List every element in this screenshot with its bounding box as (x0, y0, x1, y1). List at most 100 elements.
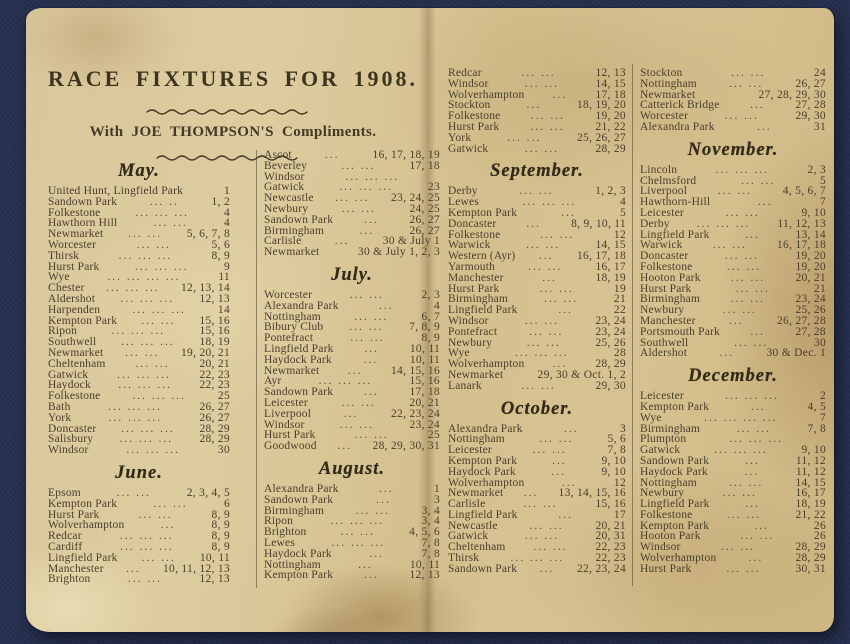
fixture-dates: 8, 9 (211, 508, 230, 521)
fixture-row: Lingfield Park ... ... 10, 11 (48, 552, 230, 564)
leader-dots: ... ... (726, 261, 762, 273)
fixture-row: Ripon ... ... ... 15, 16 (48, 326, 230, 337)
course-name: Doncaster (640, 250, 689, 263)
fixture-dates: 9, 10 (801, 206, 826, 219)
course-name: Hawthorn Hill (48, 217, 118, 230)
course-name: Alexandra Park (448, 422, 523, 435)
fixture-row: Newcastle ... ... 23, 24, 25 (264, 193, 440, 204)
course-name: Lingfield Park (640, 498, 710, 511)
fixture-dates: 13, 14, 15, 16 (558, 487, 626, 500)
month-header: October. (500, 398, 574, 419)
fixture-dates: 18, 19 (795, 498, 826, 511)
fixture-dates: 22, 23 (595, 541, 626, 554)
fixture-dates: 2, 3, 4, 5 (186, 486, 230, 499)
fixture-row: Carlisle ... ... 15, 16 (448, 498, 626, 511)
leader-dots: ... ... (529, 326, 564, 338)
fixture-row: Bibury Club ... ... 7, 8, 9 (264, 322, 440, 333)
fixture-dates: 4 (223, 206, 230, 219)
column-divider (632, 64, 633, 586)
fixture-row: Hurst Park ... ... 30, 31 (640, 563, 826, 575)
course-name: Worcester (264, 288, 313, 301)
leader-dots: ... (539, 563, 555, 575)
fixture-row: Goodwood... 28, 29, 30, 31 (264, 440, 440, 452)
leader-dots: ... (363, 387, 379, 398)
course-name: Alexandra Park (264, 482, 339, 495)
leader-dots: ... ... (138, 509, 173, 521)
fixture-dates: 6 (223, 497, 230, 510)
leader-dots: ... ... (116, 487, 151, 499)
course-name: Alexandra Park (264, 299, 339, 312)
leader-dots: ... (750, 326, 766, 338)
course-name: Hurst Park (48, 508, 100, 521)
course-name: Bibury Club (264, 321, 324, 334)
fixture-dates: 12, 13 (409, 569, 440, 582)
course-name: Hurst Park (448, 120, 500, 133)
fixture-row: Lincoln ... ... ... 2, 3 (640, 164, 826, 176)
fixture-dates: 18, 19 (595, 271, 626, 284)
fixture-dates: 26 (813, 530, 826, 543)
course-name: Newmarket (448, 368, 504, 381)
leader-dots: ... ... (340, 527, 375, 538)
fixture-row: Leicester ... ... 9, 10 (640, 206, 826, 219)
course-name: Lingfield Park (448, 304, 518, 317)
fixture-dates: 17, 18 (409, 159, 440, 172)
course-name: Manchester (640, 314, 696, 327)
course-name: Sandown Park (448, 562, 518, 575)
fixtures-column-may-june: May. United Hunt, Lingfield Park 1 Sandown … (48, 160, 230, 585)
leader-dots: ... ... (128, 229, 163, 240)
course-name: Sandown Park (264, 213, 334, 226)
fixture-row: Kempton Park ... ... 15, 16 (48, 315, 230, 327)
fixture-dates: 6, 7 (421, 310, 440, 323)
fixture-dates: 22, 23 (595, 552, 626, 565)
fixture-dates: 28, 29 (199, 422, 230, 435)
fixture-dates: 3 (433, 493, 440, 506)
fixture-row: Haydock Park... 10, 11 (264, 353, 440, 366)
course-name: Sandown Park (264, 493, 334, 506)
fixture-row: Gatwick ... ... 20, 31 (448, 531, 626, 542)
fixture-dates: 4, 5, 6, 7 (782, 185, 826, 198)
course-name: Leicester (640, 206, 684, 219)
fixture-row: Brighton ... ... 4, 5, 6 (264, 526, 440, 538)
leader-dots: ... ... (735, 283, 770, 295)
course-name: Gatwick (640, 444, 681, 457)
fixture-row: Sandown Park... 22, 23, 24 (448, 562, 626, 575)
leader-dots: ... ... (533, 542, 568, 554)
fixture-dates: 15, 16 (595, 498, 626, 511)
fixture-row: Manchester... 26, 27, 28 (640, 314, 826, 327)
leader-dots: ... (523, 488, 539, 500)
course-name: Chelmsford (640, 174, 697, 187)
fixture-row: Leicester ... ... ... 2 (640, 390, 826, 403)
fixture-row: Haydock Park... 9, 10 (448, 466, 626, 478)
course-name: Warwick (640, 239, 683, 252)
fixture-dates: 4, 5 (807, 400, 826, 413)
course-name: Haydock Park (264, 353, 332, 366)
course-name: Leicester (640, 390, 684, 403)
course-name: Southwell (640, 336, 689, 349)
fixture-dates: 9, 10 (601, 454, 626, 467)
leader-dots: ... (542, 272, 557, 284)
fixture-row: Liverpool... 22, 23, 24 (264, 408, 440, 420)
fixture-row: Nottingham ... ... 6, 7 (264, 310, 440, 323)
fixture-dates: 16, 17 (595, 260, 626, 273)
fixture-dates: 8, 9 (211, 519, 230, 532)
fixture-dates: 11 (218, 271, 230, 284)
fixture-row: Gatwick ... ... ... 9, 10 (640, 444, 826, 457)
fixture-dates: 1, 2, 3 (595, 185, 626, 198)
fixture-dates: 7, 8 (421, 536, 440, 549)
course-name: Newcastle (448, 519, 498, 532)
fixtures-column-august-september-october: Redcar... ... 12, 13 Windsor... ... 14, 15 W… (448, 67, 626, 575)
leader-dots: ... ... (341, 160, 376, 172)
fixture-dates: 25 (427, 429, 440, 442)
course-name: Haydock Park (640, 465, 708, 478)
course-name: Kempton Park (264, 569, 334, 582)
fixture-dates: 15, 16 (409, 375, 440, 388)
leader-dots: ... (719, 348, 735, 360)
leader-dots: ... ... ... (119, 531, 174, 542)
fixture-dates: 9, 10 (801, 444, 826, 457)
leader-dots: ... ... ... (105, 283, 160, 294)
fixture-dates: 22, 23 (199, 368, 230, 381)
leader-dots: ... ... (349, 289, 384, 301)
fixture-row: Doncaster... 8, 9, 10, 11 (448, 218, 626, 230)
course-name: Folkestone (48, 390, 101, 403)
fixture-dates: 26, 27 (199, 400, 230, 413)
